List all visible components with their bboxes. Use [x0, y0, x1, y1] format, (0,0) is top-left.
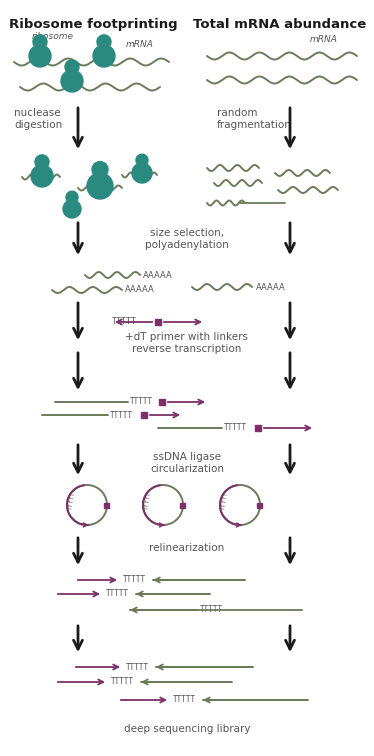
Text: TTTTT: TTTTT [106, 590, 129, 599]
Circle shape [31, 165, 53, 187]
Circle shape [132, 163, 152, 183]
Text: TTTTT: TTTTT [110, 411, 133, 420]
Circle shape [136, 154, 148, 166]
Text: nuclease
digestion: nuclease digestion [14, 108, 62, 129]
FancyBboxPatch shape [181, 503, 186, 507]
Text: TTTTT: TTTTT [111, 677, 134, 686]
Text: AAAAA: AAAAA [256, 283, 286, 292]
Text: TTTTT: TTTTT [221, 491, 229, 510]
Circle shape [92, 162, 108, 178]
FancyBboxPatch shape [155, 319, 161, 325]
FancyBboxPatch shape [141, 412, 147, 418]
Text: TTTTT: TTTTT [68, 491, 76, 510]
FancyBboxPatch shape [104, 503, 110, 507]
Circle shape [63, 200, 81, 218]
Text: TTTTT: TTTTT [144, 491, 152, 510]
Circle shape [87, 173, 113, 199]
Circle shape [29, 45, 51, 67]
Circle shape [66, 191, 78, 203]
Text: TTTTT: TTTTT [126, 662, 149, 671]
Circle shape [35, 155, 49, 169]
Text: random
fragmentation: random fragmentation [217, 108, 292, 129]
FancyBboxPatch shape [255, 425, 261, 431]
Text: Total mRNA abundance: Total mRNA abundance [193, 18, 367, 31]
FancyBboxPatch shape [159, 399, 165, 405]
Circle shape [33, 35, 47, 49]
Text: mRNA: mRNA [126, 40, 154, 49]
Text: TTTTT: TTTTT [173, 696, 196, 705]
FancyBboxPatch shape [258, 503, 263, 507]
Text: ribosome: ribosome [32, 32, 74, 41]
Text: AAAAA: AAAAA [125, 286, 155, 295]
Text: Ribosome footprinting: Ribosome footprinting [9, 18, 177, 31]
Text: deep sequencing library: deep sequencing library [124, 724, 250, 734]
Text: TTTTT: TTTTT [224, 423, 247, 432]
Circle shape [97, 35, 111, 49]
Text: TTTTT: TTTTT [130, 398, 153, 407]
Text: size selection,
polyadenylation: size selection, polyadenylation [145, 228, 229, 249]
Circle shape [65, 60, 79, 74]
Text: mRNA: mRNA [310, 35, 338, 44]
Text: reverse transcription: reverse transcription [132, 344, 242, 354]
Text: TTTTT: TTTTT [200, 606, 223, 615]
Text: relinearization: relinearization [149, 543, 225, 553]
Text: TTTTT: TTTTT [112, 318, 137, 327]
Circle shape [61, 70, 83, 92]
Text: +dT primer with linkers: +dT primer with linkers [126, 332, 248, 342]
Text: ssDNA ligase
circularization: ssDNA ligase circularization [150, 452, 224, 473]
Text: TTTTT: TTTTT [123, 575, 146, 584]
Circle shape [93, 45, 115, 67]
Text: AAAAA: AAAAA [143, 271, 173, 280]
